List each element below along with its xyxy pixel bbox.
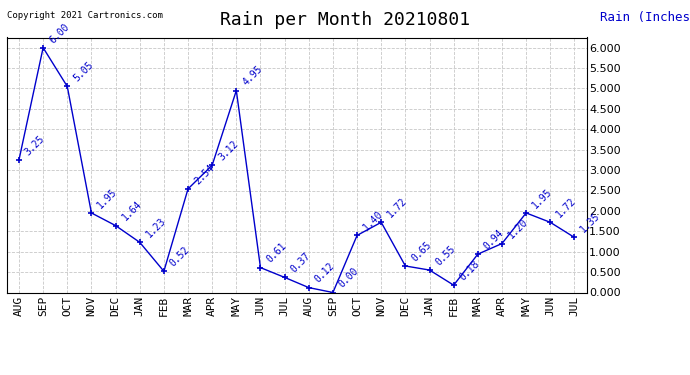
Text: Copyright 2021 Cartronics.com: Copyright 2021 Cartronics.com [7, 11, 163, 20]
Text: 4.95: 4.95 [241, 64, 264, 88]
Text: 0.12: 0.12 [313, 261, 337, 285]
Text: 0.55: 0.55 [434, 244, 457, 267]
Text: 2.54: 2.54 [193, 162, 216, 186]
Text: 1.95: 1.95 [96, 186, 119, 210]
Text: Rain (Inches): Rain (Inches) [600, 11, 690, 24]
Text: 1.20: 1.20 [506, 217, 530, 241]
Text: 1.72: 1.72 [555, 196, 578, 219]
Text: 3.12: 3.12 [217, 139, 240, 162]
Text: 6.00: 6.00 [48, 21, 71, 45]
Text: 1.23: 1.23 [144, 216, 168, 240]
Text: 1.64: 1.64 [120, 199, 144, 223]
Text: 0.18: 0.18 [458, 259, 482, 282]
Text: 0.61: 0.61 [265, 241, 288, 265]
Text: 0.52: 0.52 [168, 245, 192, 268]
Text: 0.94: 0.94 [482, 228, 506, 251]
Text: Rain per Month 20210801: Rain per Month 20210801 [220, 11, 470, 29]
Text: 1.40: 1.40 [362, 209, 385, 232]
Text: 1.35: 1.35 [579, 211, 602, 235]
Text: 5.05: 5.05 [72, 60, 95, 84]
Text: 0.65: 0.65 [410, 240, 433, 263]
Text: 1.95: 1.95 [531, 186, 554, 210]
Text: 1.72: 1.72 [386, 196, 409, 219]
Text: 0.37: 0.37 [289, 251, 313, 274]
Text: 0.00: 0.00 [337, 266, 361, 290]
Text: 3.25: 3.25 [23, 134, 47, 157]
